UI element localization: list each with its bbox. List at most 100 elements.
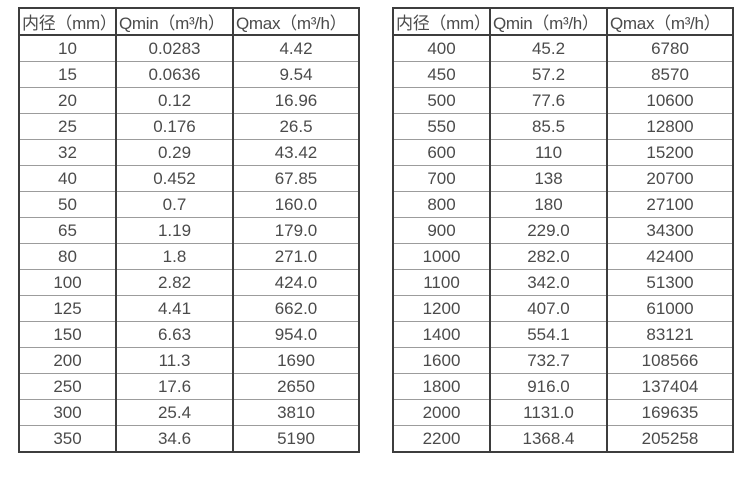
table-cell: 450 bbox=[392, 61, 491, 88]
table-row: 15 0.0636 9.54 bbox=[18, 61, 360, 88]
table-cell: 108566 bbox=[606, 347, 734, 374]
table-cell: 10600 bbox=[606, 87, 734, 114]
table-row: 700 138 20700 bbox=[392, 165, 734, 192]
table-cell: 6780 bbox=[606, 34, 734, 62]
table-cell: 80 bbox=[18, 243, 117, 270]
column-header: Qmax（m³/h） bbox=[606, 8, 734, 36]
table-cell: 1200 bbox=[392, 295, 491, 322]
header-row: 内径（mm） Qmin（m³/h） Qmax（m³/h） bbox=[392, 8, 734, 36]
table-cell: 350 bbox=[18, 425, 117, 453]
table-row: 80 1.8 271.0 bbox=[18, 243, 360, 270]
table-cell: 0.0283 bbox=[115, 34, 234, 62]
table-row: 40 0.452 67.85 bbox=[18, 165, 360, 192]
table-row: 20 0.12 16.96 bbox=[18, 87, 360, 114]
table-cell: 600 bbox=[392, 139, 491, 166]
table-row: 1200 407.0 61000 bbox=[392, 295, 734, 322]
table-cell: 1400 bbox=[392, 321, 491, 348]
table-cell: 43.42 bbox=[232, 139, 360, 166]
table-cell: 1600 bbox=[392, 347, 491, 374]
table-row: 65 1.19 179.0 bbox=[18, 217, 360, 244]
table-cell: 10 bbox=[18, 34, 117, 62]
table-row: 900 229.0 34300 bbox=[392, 217, 734, 244]
table-row: 300 25.4 3810 bbox=[18, 399, 360, 426]
table-cell: 65 bbox=[18, 217, 117, 244]
table-row: 350 34.6 5190 bbox=[18, 425, 360, 453]
table-row: 500 77.6 10600 bbox=[392, 87, 734, 114]
table-cell: 34300 bbox=[606, 217, 734, 244]
table-cell: 4.42 bbox=[232, 34, 360, 62]
table-cell: 0.7 bbox=[115, 191, 234, 218]
table-cell: 40 bbox=[18, 165, 117, 192]
table-cell: 1000 bbox=[392, 243, 491, 270]
table-row: 450 57.2 8570 bbox=[392, 61, 734, 88]
table-row: 25 0.176 26.5 bbox=[18, 113, 360, 140]
table-cell: 160.0 bbox=[232, 191, 360, 218]
table-cell: 61000 bbox=[606, 295, 734, 322]
table-cell: 342.0 bbox=[489, 269, 608, 296]
table-body: 10 0.0283 4.42 15 0.0636 9.54 20 0.12 16.96 25 0.1… bbox=[18, 34, 360, 453]
table-row: 1800 916.0 137404 bbox=[392, 373, 734, 400]
table-cell: 1.19 bbox=[115, 217, 234, 244]
table-cell: 0.176 bbox=[115, 113, 234, 140]
table-cell: 20700 bbox=[606, 165, 734, 192]
table-cell: 125 bbox=[18, 295, 117, 322]
table-cell: 800 bbox=[392, 191, 491, 218]
table-cell: 662.0 bbox=[232, 295, 360, 322]
table-cell: 6.63 bbox=[115, 321, 234, 348]
table-row: 800 180 27100 bbox=[392, 191, 734, 218]
table-row: 200 11.3 1690 bbox=[18, 347, 360, 374]
table-cell: 9.54 bbox=[232, 61, 360, 88]
table-cell: 500 bbox=[392, 87, 491, 114]
table-row: 50 0.7 160.0 bbox=[18, 191, 360, 218]
table-header: 内径（mm） Qmin（m³/h） Qmax（m³/h） bbox=[18, 8, 360, 36]
table-cell: 51300 bbox=[606, 269, 734, 296]
table-cell: 0.29 bbox=[115, 139, 234, 166]
table-cell: 205258 bbox=[606, 425, 734, 453]
table-cell: 1.8 bbox=[115, 243, 234, 270]
table-cell: 85.5 bbox=[489, 113, 608, 140]
table-cell: 1100 bbox=[392, 269, 491, 296]
table-cell: 17.6 bbox=[115, 373, 234, 400]
table-cell: 1368.4 bbox=[489, 425, 608, 453]
table-cell: 67.85 bbox=[232, 165, 360, 192]
table-cell: 3810 bbox=[232, 399, 360, 426]
table-row: 250 17.6 2650 bbox=[18, 373, 360, 400]
table-cell: 2.82 bbox=[115, 269, 234, 296]
table-cell: 282.0 bbox=[489, 243, 608, 270]
table-cell: 229.0 bbox=[489, 217, 608, 244]
table-header: 内径（mm） Qmin（m³/h） Qmax（m³/h） bbox=[392, 8, 734, 36]
table-cell: 25 bbox=[18, 113, 117, 140]
table-cell: 700 bbox=[392, 165, 491, 192]
table-row: 10 0.0283 4.42 bbox=[18, 34, 360, 62]
table-cell: 2000 bbox=[392, 399, 491, 426]
table-cell: 27100 bbox=[606, 191, 734, 218]
table-cell: 1131.0 bbox=[489, 399, 608, 426]
table-cell: 137404 bbox=[606, 373, 734, 400]
table-cell: 407.0 bbox=[489, 295, 608, 322]
table-row: 2000 1131.0 169635 bbox=[392, 399, 734, 426]
table-row: 100 2.82 424.0 bbox=[18, 269, 360, 296]
table-row: 600 110 15200 bbox=[392, 139, 734, 166]
table-cell: 8570 bbox=[606, 61, 734, 88]
table-cell: 300 bbox=[18, 399, 117, 426]
table-cell: 554.1 bbox=[489, 321, 608, 348]
table-cell: 77.6 bbox=[489, 87, 608, 114]
table-cell: 150 bbox=[18, 321, 117, 348]
table-cell: 34.6 bbox=[115, 425, 234, 453]
table-cell: 169635 bbox=[606, 399, 734, 426]
column-header: Qmax（m³/h） bbox=[232, 8, 360, 36]
table-cell: 15 bbox=[18, 61, 117, 88]
table-cell: 100 bbox=[18, 269, 117, 296]
table-cell: 83121 bbox=[606, 321, 734, 348]
table-cell: 26.5 bbox=[232, 113, 360, 140]
table-cell: 250 bbox=[18, 373, 117, 400]
table-cell: 732.7 bbox=[489, 347, 608, 374]
table-cell: 42400 bbox=[606, 243, 734, 270]
table-cell: 200 bbox=[18, 347, 117, 374]
table-cell: 954.0 bbox=[232, 321, 360, 348]
column-header: 内径（mm） bbox=[392, 8, 491, 36]
table-cell: 2650 bbox=[232, 373, 360, 400]
table-cell: 4.41 bbox=[115, 295, 234, 322]
table-cell: 16.96 bbox=[232, 87, 360, 114]
